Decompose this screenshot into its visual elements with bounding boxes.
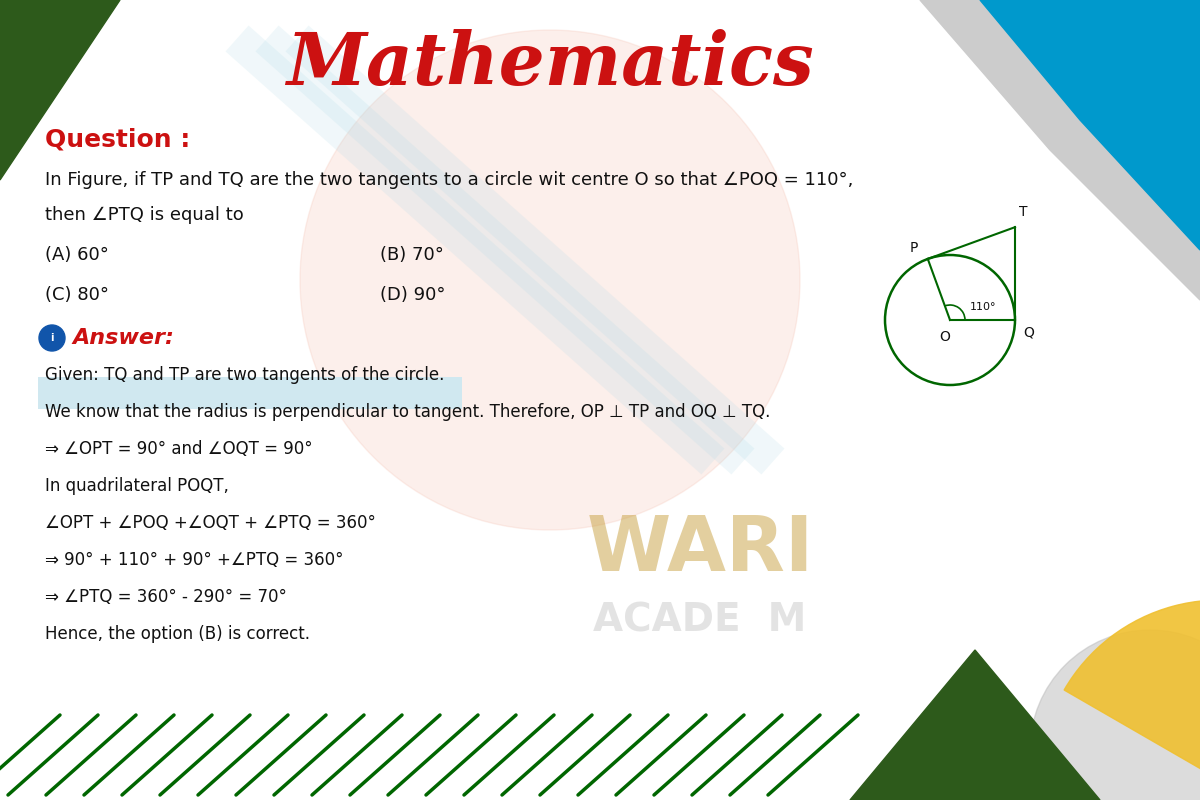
Text: 110°: 110° xyxy=(970,302,996,312)
Text: (D) 90°: (D) 90° xyxy=(380,286,445,304)
Text: ACADE  M: ACADE M xyxy=(593,601,806,639)
Polygon shape xyxy=(920,0,1200,300)
Text: Question :: Question : xyxy=(46,128,191,152)
Circle shape xyxy=(38,325,65,351)
Text: Given: TQ and TP are two tangents of the circle.: Given: TQ and TP are two tangents of the… xyxy=(46,366,444,384)
Text: (B) 70°: (B) 70° xyxy=(380,246,444,264)
Text: then ∠PTQ is equal to: then ∠PTQ is equal to xyxy=(46,206,244,224)
Text: ∠OPT + ∠POQ +∠OQT + ∠PTQ = 360°: ∠OPT + ∠POQ +∠OQT + ∠PTQ = 360° xyxy=(46,514,376,532)
Text: Answer:: Answer: xyxy=(72,328,174,348)
Wedge shape xyxy=(1064,600,1200,780)
Text: In Figure, if TP and TQ are the two tangents to a circle wit centre O so that ∠P: In Figure, if TP and TQ are the two tang… xyxy=(46,171,853,189)
Text: P: P xyxy=(910,241,918,255)
Text: Q: Q xyxy=(1022,325,1034,339)
Text: In quadrilateral POQT,: In quadrilateral POQT, xyxy=(46,477,229,495)
Text: WARI: WARI xyxy=(587,513,814,587)
Text: T: T xyxy=(1019,205,1027,219)
Circle shape xyxy=(300,30,800,530)
Text: ⇒ ∠OPT = 90° and ∠OQT = 90°: ⇒ ∠OPT = 90° and ∠OQT = 90° xyxy=(46,440,313,458)
Text: ⇒ 90° + 110° + 90° +∠PTQ = 360°: ⇒ 90° + 110° + 90° +∠PTQ = 360° xyxy=(46,551,343,569)
Text: We know that the radius is perpendicular to tangent. Therefore, OP ⊥ TP and OQ ⊥: We know that the radius is perpendicular… xyxy=(46,403,770,421)
Text: ⇒ ∠PTQ = 360° - 290° = 70°: ⇒ ∠PTQ = 360° - 290° = 70° xyxy=(46,588,287,606)
Polygon shape xyxy=(0,0,120,180)
Text: Hence, the option (B) is correct.: Hence, the option (B) is correct. xyxy=(46,625,310,643)
Polygon shape xyxy=(850,650,1100,800)
FancyBboxPatch shape xyxy=(38,377,462,409)
Polygon shape xyxy=(980,0,1200,250)
Text: (A) 60°: (A) 60° xyxy=(46,246,109,264)
Text: O: O xyxy=(940,330,950,344)
Circle shape xyxy=(1030,630,1200,800)
Text: (C) 80°: (C) 80° xyxy=(46,286,109,304)
Text: Mathematics: Mathematics xyxy=(286,30,814,101)
Text: i: i xyxy=(50,333,54,343)
